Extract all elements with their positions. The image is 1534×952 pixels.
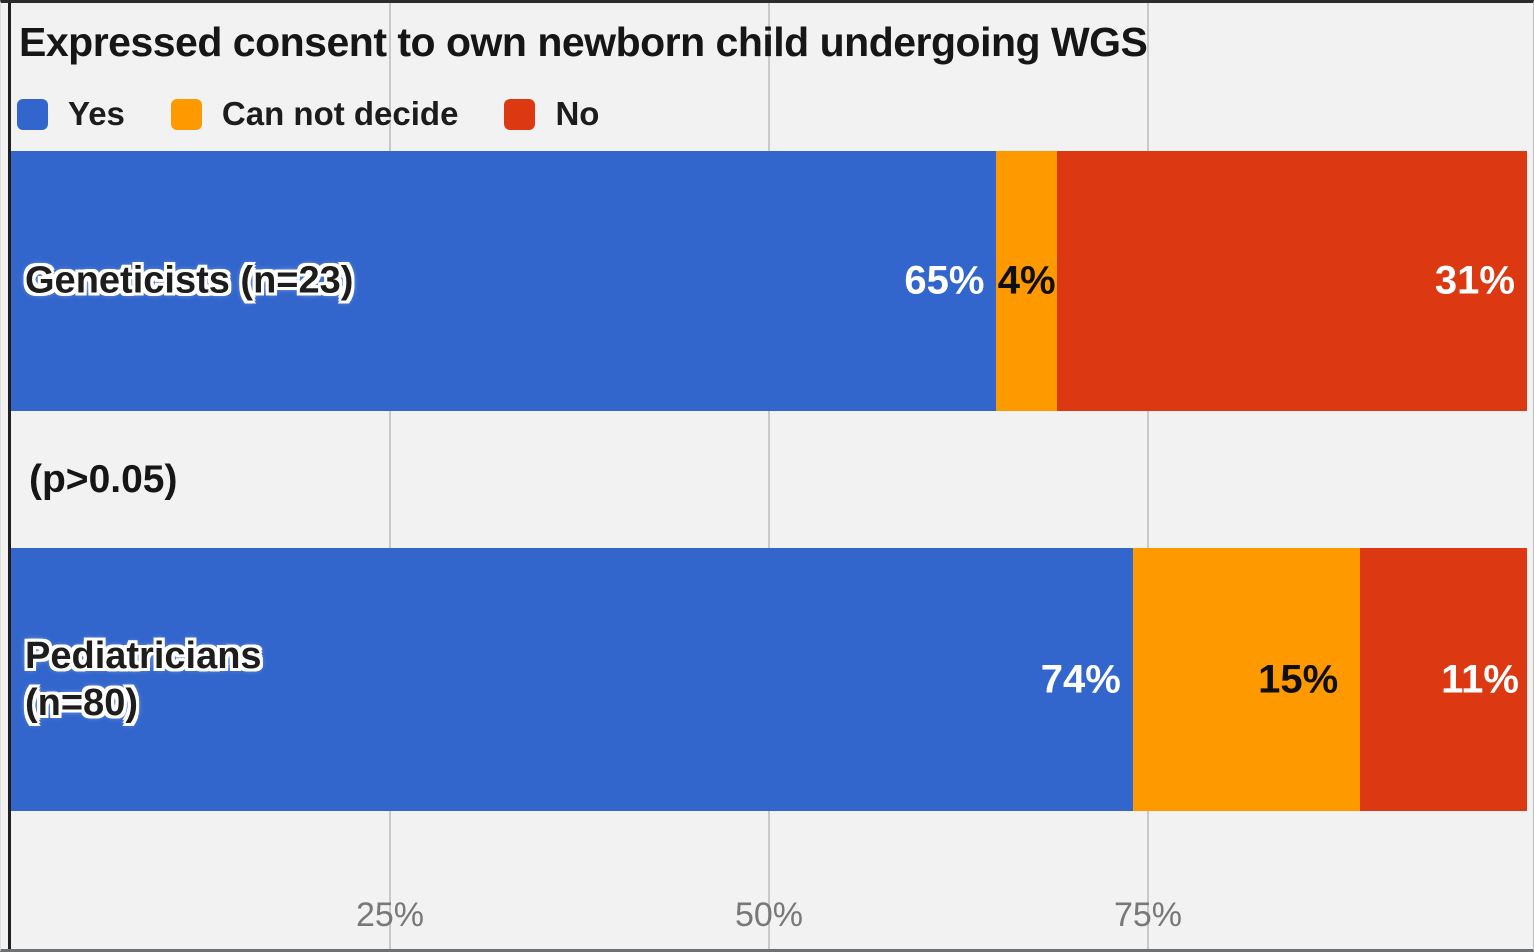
bar-segment-yes: 74% Pediatricians (n=80) [11,548,1133,811]
gridline-75 [1147,3,1149,949]
y-axis-line [8,3,11,949]
chart-title: Expressed consent to own newborn child u… [19,19,1148,65]
legend: Yes Can not decide No [17,95,645,133]
bar-segment-no: 11% [1360,548,1527,811]
value-label: 15% [1258,657,1339,701]
gridline-50 [768,3,770,949]
bar-segment-yes: 65% Geneticists (n=23) [11,151,997,411]
category-label-geneticists: Geneticists (n=23) [25,259,354,302]
value-label: 11% [1441,657,1519,701]
legend-label: No [555,95,600,132]
category-label-pediatricians: Pediatricians (n=80) [25,633,262,727]
value-label: 31% [1434,258,1515,303]
legend-label: Yes [68,95,125,132]
x-tick-25: 25% [355,896,425,934]
x-tick-75: 75% [1113,896,1183,934]
value-label: 4% [997,258,1056,303]
bar-segment-cannot-decide: 4% [996,151,1058,411]
category-label-line1: Pediatricians [25,634,262,677]
category-label-line2: (n=80) [25,681,138,724]
bar-pediatricians: 74% Pediatricians (n=80) 15% 11% [11,548,1527,811]
value-label: 65% [904,258,985,303]
bar-segment-no: 31% [1057,151,1527,411]
legend-item-yes: Yes [17,95,125,133]
legend-swatch-yes-icon [17,98,48,130]
legend-label: Can not decide [221,95,459,132]
value-label: 74% [1040,657,1121,701]
p-value-annotation: (p>0.05) [29,457,178,501]
x-tick-50: 50% [734,896,804,934]
legend-item-cannot-decide: Can not decide [170,95,459,133]
legend-swatch-cannot-decide-icon [170,98,202,130]
plot-area: 65% Geneticists (n=23) 4% 31% 74% Pediat… [11,3,1527,949]
legend-item-no: No [504,95,599,133]
bar-segment-cannot-decide: 15% [1132,548,1361,811]
bar-geneticists: 65% Geneticists (n=23) 4% 31% [11,151,1527,411]
gridline-25 [389,3,391,949]
legend-swatch-no-icon [504,98,536,130]
